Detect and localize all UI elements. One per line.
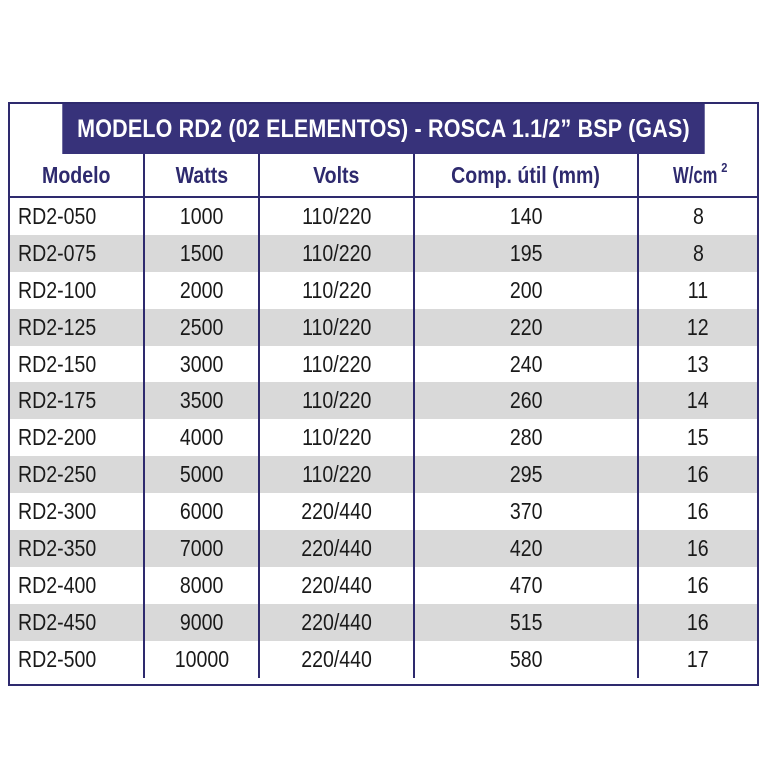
table-row: RD2-075 1500 110/220 195 8 (10, 234, 757, 272)
cell-comp: 580 (414, 640, 639, 678)
cell-comp: 295 (414, 456, 639, 494)
cell-modelo: RD2-400 (10, 566, 145, 604)
cell-wcm: 16 (638, 530, 757, 567)
cell-watts: 3000 (144, 345, 260, 383)
cell-modelo: RD2-175 (10, 382, 145, 420)
table-row: RD2-200 4000 110/220 280 15 (10, 419, 757, 457)
cell-comp: 515 (414, 603, 639, 641)
cell-modelo: RD2-200 (10, 419, 145, 457)
cell-volts: 220/440 (259, 640, 415, 678)
cell-volts: 110/220 (259, 456, 415, 494)
table-row: RD2-500 10000 220/440 580 17 (10, 640, 757, 678)
table-title: MODELO RD2 (02 ELEMENTOS) - ROSCA 1.1/2”… (62, 104, 705, 154)
cell-wcm: 15 (687, 424, 709, 451)
table-row: RD2-150 3000 110/220 240 13 (10, 345, 757, 383)
cell-comp: 195 (414, 234, 639, 272)
cell-volts: 110/220 (259, 382, 415, 420)
header-watts: Watts (144, 154, 260, 198)
cell-watts: 6000 (144, 493, 260, 531)
cell-watts: 10000 (144, 640, 260, 678)
cell-comp: 370 (414, 493, 639, 531)
cell-volts: 110/220 (259, 234, 415, 272)
header-comp: Comp. útil (mm) (414, 154, 639, 198)
table-row: RD2-350 7000 220/440 420 16 (10, 530, 757, 567)
header-volts: Volts (259, 154, 415, 198)
table-row: RD2-175 3500 110/220 260 14 (10, 382, 757, 420)
cell-volts: 110/220 (259, 271, 415, 309)
cell-volts: 220/440 (259, 566, 415, 604)
cell-modelo: RD2-350 (10, 530, 145, 567)
cell-volts: 110/220 (259, 345, 415, 383)
spec-grid: Modelo Watts Volts Comp. útil (mm) W/cm 2… (10, 154, 757, 678)
cell-comp: 200 (414, 271, 639, 309)
cell-modelo: RD2-500 (10, 640, 145, 678)
cell-comp: 220 (414, 308, 639, 346)
cell-wcm: 16 (638, 456, 757, 494)
cell-volts: 110/220 (259, 197, 415, 235)
cell-watts: 7000 (144, 530, 260, 567)
cell-comp: 240 (414, 345, 639, 383)
cell-watts: 3500 (144, 382, 260, 420)
header-wcm: W/cm 2 (638, 154, 757, 198)
cell-wcm: 16 (638, 603, 757, 641)
cell-volts: 220/440 (259, 493, 415, 531)
table-row: RD2-100 2000 110/220 200 11 (10, 271, 757, 309)
cell-volts: 220/440 (259, 603, 415, 641)
cell-wcm: 8 (692, 202, 704, 229)
header-modelo: Modelo (10, 154, 145, 198)
table-row: RD2-250 5000 110/220 295 16 (10, 456, 757, 494)
table-row: RD2-300 6000 220/440 370 16 (10, 493, 757, 531)
cell-comp: 280 (414, 419, 639, 457)
cell-modelo: RD2-250 (10, 456, 145, 494)
cell-wcm: 12 (638, 308, 757, 346)
cell-modelo: RD2-075 (10, 234, 145, 272)
cell-comp: 470 (414, 566, 639, 604)
cell-modelo: RD2-450 (10, 603, 145, 641)
table-row: RD2-050 1000 110/220 140 8 (10, 197, 757, 235)
cell-modelo: RD2-150 (10, 345, 145, 383)
cell-volts: 220/440 (259, 530, 415, 567)
cell-comp: 140 (414, 197, 639, 235)
cell-watts: 8000 (144, 566, 260, 604)
header-wcm-label: W/cm (672, 161, 718, 188)
table-row: RD2-450 9000 220/440 515 16 (10, 603, 757, 641)
cell-watts: 2000 (144, 271, 260, 309)
cell-watts: 2500 (144, 308, 260, 346)
cell-watts: 1500 (144, 234, 260, 272)
cell-modelo: RD2-050 (10, 197, 145, 235)
cell-watts: 4000 (144, 419, 260, 457)
spec-table: MODELO RD2 (02 ELEMENTOS) - ROSCA 1.1/2”… (8, 102, 759, 686)
cell-watts: 1000 (144, 197, 260, 235)
cell-wcm: 16 (687, 498, 709, 525)
cell-watts: 9000 (144, 603, 260, 641)
cell-modelo: RD2-125 (10, 308, 145, 346)
cell-comp: 260 (414, 382, 639, 420)
cell-wcm: 17 (687, 645, 709, 672)
cell-watts: 5000 (144, 456, 260, 494)
header-wcm-sup: 2 (720, 159, 728, 175)
table-row: RD2-400 8000 220/440 470 16 (10, 566, 757, 604)
cell-wcm: 11 (687, 276, 709, 303)
cell-comp: 420 (414, 530, 639, 567)
cell-volts: 110/220 (259, 308, 415, 346)
table-row: RD2-125 2500 110/220 220 12 (10, 308, 757, 346)
header-row: Modelo Watts Volts Comp. útil (mm) W/cm 2 (10, 154, 757, 198)
cell-wcm: 13 (687, 350, 709, 377)
cell-wcm: 14 (638, 382, 757, 420)
cell-modelo: RD2-100 (10, 271, 145, 309)
cell-volts: 110/220 (259, 419, 415, 457)
cell-modelo: RD2-300 (10, 493, 145, 531)
cell-wcm: 16 (687, 571, 709, 598)
cell-wcm: 8 (638, 234, 757, 272)
